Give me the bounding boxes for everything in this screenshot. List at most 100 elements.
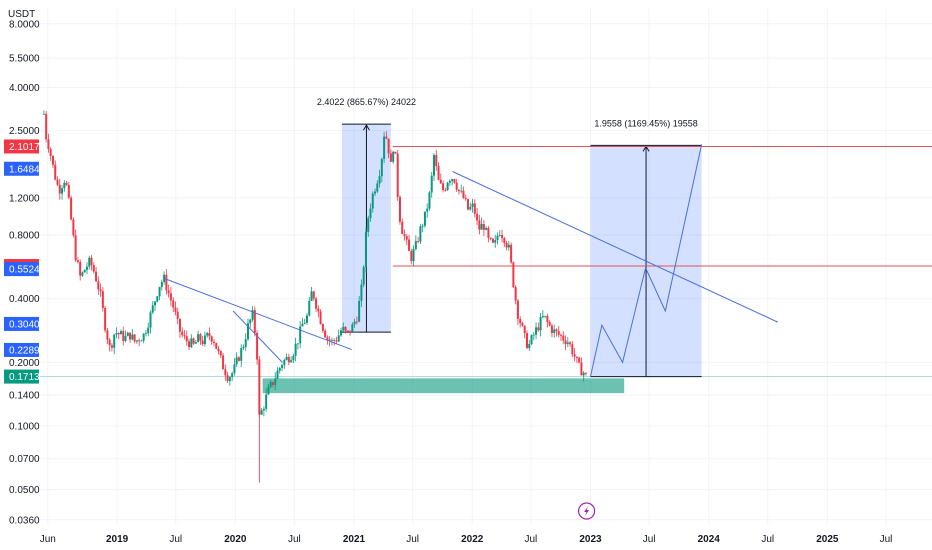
x-tick-label: 2019: [106, 534, 129, 545]
candle-body: [206, 333, 209, 336]
candle-body: [276, 370, 279, 379]
x-tick-label: 2022: [461, 534, 484, 545]
candle-body: [72, 219, 75, 236]
candle-body: [401, 221, 404, 235]
trendline[interactable]: [163, 277, 352, 350]
price-badge-text: 2.1017: [9, 142, 40, 153]
candle-body: [226, 375, 229, 382]
candle-body: [219, 350, 222, 356]
projection-path[interactable]: [590, 144, 703, 377]
candle-body: [435, 155, 438, 167]
candle-body: [444, 189, 447, 191]
y-tick-label: 0.4000: [9, 294, 40, 305]
candle-body: [335, 340, 338, 342]
y-tick-label: 8.0000: [9, 19, 40, 30]
candle-body: [88, 257, 91, 267]
candle-body: [135, 340, 138, 342]
candle-body: [473, 203, 476, 214]
candle-body: [501, 234, 504, 239]
candle-body: [79, 261, 82, 276]
candle-body: [417, 241, 420, 242]
candle-body: [349, 330, 352, 333]
candle-body: [85, 266, 88, 270]
candle-body: [346, 330, 349, 332]
candle-body: [265, 394, 268, 409]
candle-body: [260, 410, 263, 415]
trendline[interactable]: [232, 310, 283, 363]
candle-body: [557, 331, 560, 335]
candle-body: [371, 193, 374, 209]
candle-body: [564, 340, 567, 345]
candle-body: [387, 138, 390, 154]
candle-body: [131, 334, 134, 340]
candle-body: [95, 271, 98, 282]
candle-body: [544, 315, 547, 317]
candle-body: [333, 339, 336, 341]
candle-body: [242, 346, 245, 349]
candle-body: [573, 354, 576, 357]
candle-body: [142, 333, 145, 341]
candle-body: [301, 323, 304, 327]
candle-body: [133, 334, 136, 342]
candle-body: [548, 321, 551, 326]
y-tick-label: 2.5000: [9, 126, 40, 137]
candle-body: [496, 235, 499, 241]
candle-body: [446, 182, 449, 191]
x-tick-label: Jul: [643, 534, 656, 545]
candle-body: [104, 308, 107, 331]
candle-body: [222, 355, 225, 370]
candle-body: [185, 336, 188, 342]
candle-body: [378, 176, 381, 184]
candle-body: [249, 319, 252, 324]
candle-body: [480, 224, 483, 230]
candle-body: [432, 155, 435, 176]
candle-body: [414, 241, 417, 249]
x-tick-label: Jul: [524, 534, 537, 545]
y-tick-label: 0.0500: [9, 485, 40, 496]
x-tick-label: 2024: [698, 534, 721, 545]
candle-body: [228, 377, 231, 382]
candle-body: [188, 341, 191, 348]
candle-body: [174, 307, 177, 312]
candle-body: [537, 327, 540, 331]
candle-body: [539, 317, 542, 331]
candle-body: [562, 335, 565, 341]
x-tick-label: Jun: [40, 534, 56, 545]
price-badge: [4, 316, 39, 331]
candle-body: [258, 359, 261, 415]
y-tick-label: 0.0360: [9, 515, 40, 526]
candle-body: [355, 321, 358, 323]
candle-body: [224, 369, 227, 376]
candle-body: [233, 364, 236, 374]
candle-body: [144, 333, 147, 335]
candle-body: [201, 340, 204, 345]
candle-body: [271, 382, 274, 385]
candle-body: [535, 327, 538, 335]
candle-body: [113, 334, 116, 348]
candle-body: [149, 312, 152, 328]
candle-body: [516, 300, 519, 319]
trendline[interactable]: [452, 171, 778, 323]
candle-body: [99, 289, 102, 292]
drawings[interactable]: [163, 144, 778, 520]
candle-body: [512, 262, 515, 288]
candle-body: [442, 183, 445, 190]
candle-body: [519, 318, 522, 324]
candle-body: [430, 175, 433, 193]
candle-body: [421, 225, 424, 227]
candle-body: [532, 334, 535, 336]
candle-body: [383, 136, 386, 160]
candle-body: [305, 315, 308, 323]
candle-body: [419, 226, 422, 242]
candle-body: [158, 287, 161, 297]
candle-body: [308, 300, 311, 316]
candle-body: [151, 305, 154, 313]
candle-body: [546, 315, 549, 322]
candle-body: [101, 291, 104, 309]
candle-body: [108, 339, 111, 346]
candle-body: [455, 182, 458, 190]
candle-body: [217, 348, 220, 351]
candle-body: [423, 211, 426, 226]
candle-body: [555, 329, 558, 332]
